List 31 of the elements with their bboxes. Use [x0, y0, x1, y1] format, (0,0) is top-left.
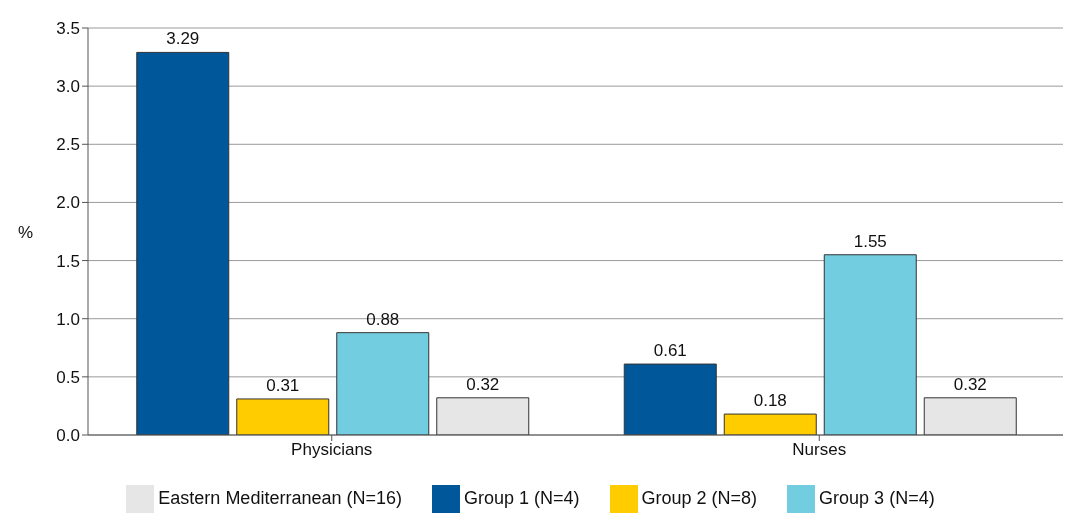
data-label: 0.88 [366, 309, 400, 329]
legend-label: Eastern Mediterranean (N=16) [158, 487, 402, 508]
bar [136, 51, 230, 435]
bar [823, 254, 917, 435]
data-label: 0.32 [466, 374, 500, 394]
y-tick-label: 0.5 [56, 367, 80, 387]
legend-label: Group 2 (N=8) [641, 487, 758, 508]
data-label: 0.32 [953, 374, 987, 394]
y-axis-title: % [18, 222, 34, 242]
y-tick-label: 3.5 [56, 19, 80, 39]
bar [436, 397, 530, 435]
bar [723, 413, 817, 435]
data-label: 1.55 [853, 231, 887, 251]
y-tick-label: 2.0 [56, 193, 80, 213]
x-tick-label: Nurses [792, 440, 847, 460]
data-label: 0.31 [266, 375, 300, 395]
bar [923, 397, 1017, 435]
x-tick-label: Physicians [291, 440, 373, 460]
y-tick-label: 0.0 [56, 426, 80, 446]
bar [623, 363, 717, 435]
y-tick-label: 1.0 [56, 309, 80, 329]
data-label: 0.61 [653, 341, 687, 361]
y-tick-label: 3.0 [56, 77, 80, 97]
legend-label: Group 1 (N=4) [463, 487, 580, 508]
legend-label: Group 3 (N=4) [819, 487, 935, 508]
y-tick-label: 1.5 [56, 251, 80, 271]
data-label: 3.29 [166, 29, 200, 49]
y-tick-label: 2.5 [56, 135, 80, 155]
data-label: 0.18 [753, 391, 787, 411]
bar [236, 398, 330, 435]
bar [336, 332, 430, 435]
